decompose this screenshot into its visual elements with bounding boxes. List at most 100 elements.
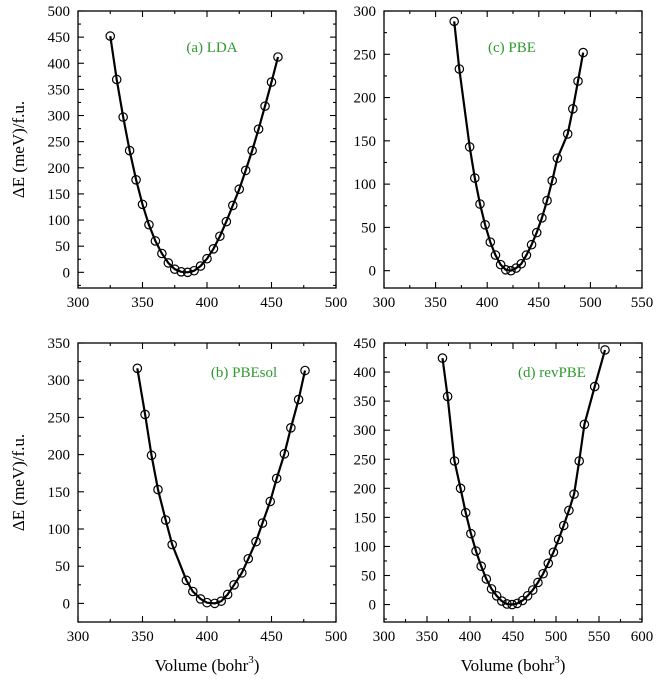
y-tick-label: 150: [354, 510, 377, 526]
data-point: [537, 213, 547, 223]
y-tick-label: 150: [48, 187, 71, 203]
data-point: [578, 47, 588, 58]
data-point: [251, 536, 261, 547]
y-tick-label: 300: [48, 109, 71, 125]
x-tick-label: 600: [631, 629, 654, 645]
data-point: [516, 258, 527, 269]
data-point: [253, 124, 264, 134]
data-point: [442, 391, 453, 402]
data-point: [471, 546, 481, 556]
data-point: [579, 419, 590, 430]
data-point: [247, 145, 257, 156]
y-tick-label: 200: [354, 481, 377, 497]
panel-3: 300 350 400 450 500 0 50 100 150 200 250 300 350 (b) …: [9, 336, 347, 675]
data-point: [150, 236, 161, 246]
data-point: [542, 195, 552, 206]
x-tick-label: 300: [67, 629, 90, 645]
data-point: [271, 473, 282, 484]
data-point: [553, 534, 564, 545]
data-point: [279, 449, 290, 459]
data-point: [229, 579, 239, 590]
data-point: [189, 265, 199, 276]
data-point: [140, 409, 150, 420]
data-point: [157, 248, 167, 259]
data-point: [538, 568, 548, 579]
panel-label: (c) PBE: [488, 40, 536, 56]
data-point: [144, 219, 154, 230]
y-tick-label: 100: [354, 177, 377, 193]
data-point: [568, 104, 578, 114]
data-point: [132, 363, 143, 374]
data-point: [163, 258, 174, 268]
x-tick-label: 550: [588, 629, 611, 645]
y-axis-title: ΔE (meV)/f.u.: [9, 101, 28, 198]
y-tick-label: 500: [48, 4, 71, 20]
y-tick-label: 250: [48, 135, 71, 151]
x-tick-label: 300: [67, 295, 90, 311]
data-point: [454, 64, 465, 74]
data-point: [455, 483, 466, 494]
data-point: [552, 153, 563, 163]
data-point: [300, 365, 310, 376]
data-point: [481, 574, 492, 584]
data-point: [449, 456, 460, 466]
panel-label: (d) revPBE: [518, 365, 586, 381]
data-point: [460, 507, 471, 518]
x-tick-label: 450: [260, 629, 283, 645]
data-point: [600, 345, 610, 355]
y-axis-title: ΔE (meV)/f.u.: [9, 434, 28, 531]
y-tick-label: 150: [354, 134, 377, 150]
data-point: [167, 539, 177, 550]
data-point: [176, 266, 186, 277]
x-tick-label: 400: [196, 295, 219, 311]
x-tick-label: 350: [424, 295, 447, 311]
x-tick-label: 500: [579, 295, 602, 311]
data-point: [216, 596, 226, 606]
y-tick-label: 0: [63, 265, 71, 281]
data-point: [137, 199, 148, 210]
data-point: [195, 261, 206, 271]
data-point: [111, 74, 122, 85]
data-point: [208, 244, 219, 254]
data-point: [160, 515, 171, 525]
fit-curve: [136, 368, 307, 605]
data-point: [475, 199, 485, 209]
y-tick-label: 250: [48, 410, 71, 426]
data-point: [512, 598, 523, 609]
data-point: [497, 596, 507, 606]
y-tick-label: 300: [48, 373, 71, 389]
data-point: [569, 489, 579, 499]
data-point: [506, 265, 516, 276]
x-tick-label: 350: [131, 295, 154, 311]
data-point: [470, 173, 480, 183]
fit-curve: [109, 35, 280, 274]
panel-label: (b) PBEsol: [211, 365, 277, 381]
data-point: [215, 231, 225, 242]
data-point: [188, 586, 198, 597]
data-point: [237, 568, 247, 578]
y-tick-label: 300: [354, 4, 377, 20]
data-point: [486, 584, 497, 594]
data-point: [543, 558, 554, 569]
data-point: [574, 456, 585, 466]
y-tick-label: 250: [354, 452, 377, 468]
data-point: [500, 265, 511, 275]
panel-1: 300 350 400 450 500 0 50 100 150 200 250 300 350 400 4…: [9, 4, 347, 311]
data-point: [573, 76, 583, 86]
x-axis-title: Volume (bohr3): [461, 654, 566, 675]
data-point: [526, 239, 537, 250]
x-tick-label: 350: [131, 629, 154, 645]
data-point: [182, 267, 193, 278]
plot-frame: [383, 342, 643, 623]
data-point: [266, 77, 277, 87]
data-point: [527, 585, 538, 595]
y-tick-label: 100: [354, 539, 377, 555]
data-point: [466, 528, 476, 539]
data-point: [548, 547, 559, 558]
y-tick-label: 400: [354, 365, 377, 381]
data-point: [521, 250, 532, 260]
y-tick-label: 200: [354, 91, 377, 107]
x-tick-label: 300: [373, 295, 396, 311]
data-point: [502, 599, 512, 609]
data-point: [169, 264, 180, 274]
